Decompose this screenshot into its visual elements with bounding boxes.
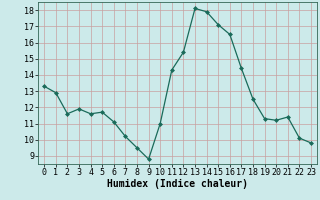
X-axis label: Humidex (Indice chaleur): Humidex (Indice chaleur) (107, 179, 248, 189)
